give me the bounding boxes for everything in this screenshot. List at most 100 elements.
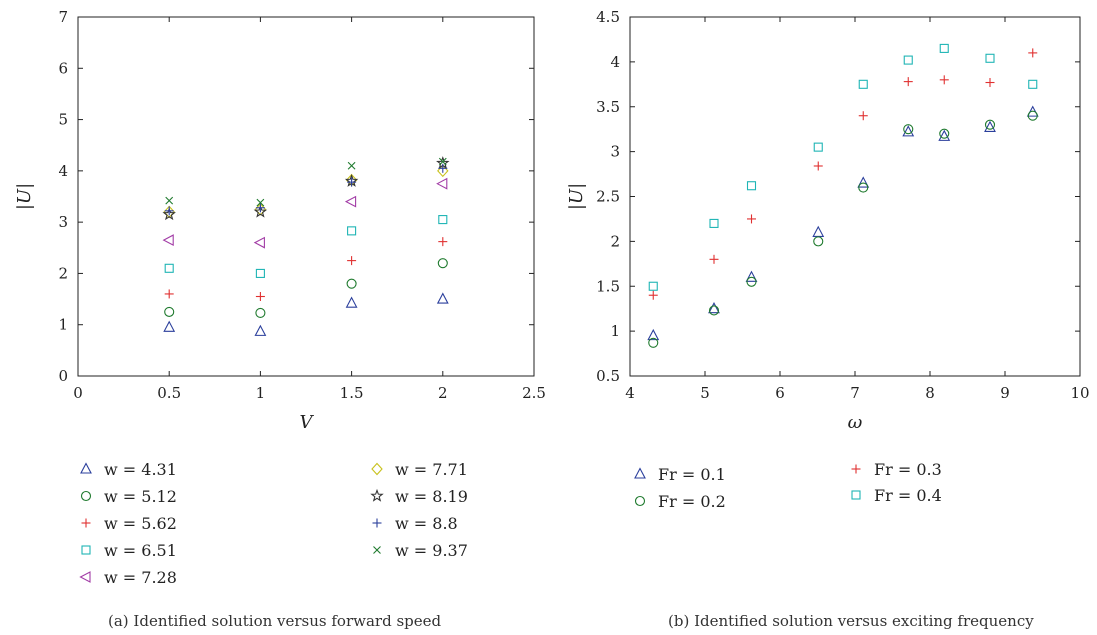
legend-label: w = 4.31 <box>104 460 177 479</box>
y-tick-label: 3 <box>610 143 620 161</box>
series-1 <box>163 292 449 336</box>
data-point <box>985 53 995 63</box>
legend-marker <box>634 467 646 479</box>
series-2 <box>648 110 1038 348</box>
y-tick-label: 2 <box>610 232 620 250</box>
data-point <box>1027 110 1038 121</box>
legend-item: w = 5.62 <box>81 514 177 533</box>
data-point <box>747 214 756 224</box>
data-point <box>813 161 823 171</box>
data-point <box>164 289 174 299</box>
x-tick-label: 6 <box>775 384 785 402</box>
y-tick-label: 1.5 <box>596 277 620 295</box>
data-point <box>708 305 720 316</box>
x-tick-label: 10 <box>1070 384 1089 402</box>
legend-marker <box>81 518 91 528</box>
data-point <box>858 111 868 121</box>
data-point <box>648 290 658 300</box>
data-point <box>345 296 358 308</box>
data-point <box>813 236 824 247</box>
data-point <box>939 75 949 85</box>
data-point <box>903 124 914 135</box>
data-point <box>708 302 720 314</box>
legend-label: w = 8.19 <box>395 487 468 506</box>
x-tick-label: 0.5 <box>157 384 181 402</box>
x-tick-label: 7 <box>850 384 860 402</box>
legend-item: w = 5.12 <box>80 487 177 506</box>
data-point <box>254 324 267 336</box>
legend-label: Fr = 0.3 <box>874 460 942 479</box>
legend-marker <box>80 462 92 474</box>
y-axis-label: |U| <box>566 183 587 210</box>
data-point <box>164 306 175 317</box>
legend-label: w = 7.71 <box>395 460 468 479</box>
series-3 <box>164 237 448 302</box>
plot-frame <box>629 16 1081 377</box>
data-point <box>438 157 447 166</box>
series-4 <box>164 215 448 278</box>
legend: Fr = 0.1 Fr = 0.2 Fr = 0.3 Fr = 0.4 <box>634 460 942 511</box>
x-tick-label: 4 <box>625 384 635 402</box>
data-point <box>253 204 268 218</box>
data-point <box>164 206 174 216</box>
series-5 <box>162 177 448 249</box>
series-8 <box>164 163 448 216</box>
legend-marker <box>851 490 861 500</box>
data-point <box>163 320 176 332</box>
y-tick-label: 4 <box>58 162 68 180</box>
legend-label: w = 5.12 <box>104 487 177 506</box>
legend-marker <box>372 518 382 528</box>
series-4 <box>648 43 1038 291</box>
y-tick-label: 3 <box>58 213 68 231</box>
y-tick-label: 2.5 <box>596 188 620 206</box>
legend-item: Fr = 0.2 <box>634 492 726 511</box>
legend-marker <box>370 488 384 502</box>
x-tick-label: 1 <box>256 384 266 402</box>
data-point <box>903 55 913 65</box>
y-tick-label: 7 <box>58 8 68 26</box>
data-point <box>709 254 719 264</box>
series-6 <box>163 164 449 219</box>
x-tick-label: 5 <box>700 384 710 402</box>
legend-label: w = 5.62 <box>104 514 177 533</box>
plot-frame <box>77 16 535 377</box>
legend-item: w = 8.8 <box>372 514 458 533</box>
x-tick-label: 9 <box>1000 384 1010 402</box>
data-point <box>745 270 758 282</box>
y-tick-label: 3.5 <box>596 98 620 116</box>
data-point <box>985 78 995 88</box>
y-tick-label: 0.5 <box>596 367 620 385</box>
legend-marker <box>80 490 92 502</box>
data-point <box>984 119 996 130</box>
data-point <box>437 164 449 178</box>
series-2 <box>164 258 448 318</box>
panel-a-chart: 0 0.5 1 1.5 2 2.5 0 1 2 3 4 5 6 7 V |U| w = 4.31 w = 5.12… <box>14 8 546 630</box>
data-point <box>1028 79 1038 89</box>
x-tick-label: 0 <box>73 384 83 402</box>
y-tick-label: 0 <box>58 367 68 385</box>
data-point <box>939 128 950 139</box>
data-point <box>709 218 719 228</box>
data-point <box>253 236 265 249</box>
data-point <box>347 161 356 170</box>
legend-label: w = 8.8 <box>395 514 458 533</box>
y-tick-label: 6 <box>58 59 68 77</box>
data-point <box>347 177 357 187</box>
data-point <box>858 182 869 193</box>
x-tick-label: 2.5 <box>522 384 546 402</box>
data-point <box>857 176 870 188</box>
legend-item: w = 7.28 <box>79 568 177 587</box>
y-tick-label: 1 <box>610 322 620 340</box>
legend-marker <box>634 495 646 507</box>
data-point <box>648 281 658 291</box>
legend-item: w = 6.51 <box>81 541 177 560</box>
legend-item: w = 9.37 <box>373 541 468 560</box>
data-point <box>347 256 357 266</box>
legend-item: Fr = 0.1 <box>634 465 726 484</box>
data-point <box>344 195 357 208</box>
x-axis-label: V <box>300 412 315 433</box>
legend-label: w = 6.51 <box>104 541 177 560</box>
data-point <box>165 196 174 205</box>
data-point <box>746 276 757 287</box>
